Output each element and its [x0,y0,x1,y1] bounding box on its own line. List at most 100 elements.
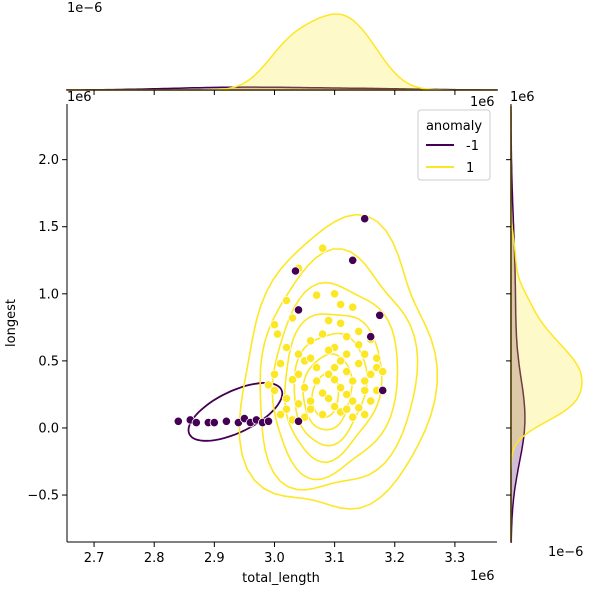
point-anomaly-pos-55 [317,388,328,398]
point-anomaly-pos-8 [293,349,304,359]
right-kde-anomaly-neg [510,106,526,543]
x-tick-label: 3.0 [264,551,285,566]
point-anomaly-pos-21 [323,369,334,379]
top-marginal-offset-label: 1e−6 [67,1,102,16]
point-anomaly-pos-10 [275,358,286,369]
y-axis-label: longest [4,299,19,347]
y-tick-label: 0.5 [38,354,59,369]
point-anomaly-pos-5 [269,320,280,330]
x-axis-label: total_length [242,571,320,586]
point-anomaly-pos-36 [348,302,358,312]
point-anomaly-pos-32 [342,332,352,342]
point-anomaly-pos-49 [299,383,310,393]
y-tick-label: 2.0 [38,153,59,168]
point-anomaly-pos-24 [342,389,352,399]
right-marginal-offset-label: 1e−6 [548,545,583,560]
point-anomaly-pos-48 [311,362,322,373]
point-anomaly-pos-41 [317,329,328,339]
y-tick-label: 0.0 [38,421,59,436]
point-anomaly-pos-42 [323,393,334,404]
contour-anomaly-neg [187,382,284,442]
point-anomaly-neg-17 [366,332,376,342]
axes: 2.7 2.8 2.9 3.0 3.1 3.2 3.3 −0.5 0.0 0.5 1.0 1.5 2.0 [27,90,511,566]
point-anomaly-pos-13 [269,385,280,395]
point-anomaly-pos-40 [305,336,316,346]
point-anomaly-pos-66 [281,404,292,414]
point-anomaly-pos-46 [366,396,376,406]
y-tick-label: −0.5 [27,489,59,504]
point-anomaly-pos-44 [348,412,358,422]
point-anomaly-pos-26 [354,403,364,413]
point-anomaly-pos-17 [317,409,328,420]
y-offset-label: 1e6 [67,90,92,105]
point-anomaly-pos-14 [281,393,292,404]
legend: anomaly -1 1 [417,109,491,181]
point-anomaly-pos-3 [311,290,322,300]
point-anomaly-pos-51 [342,366,352,377]
x-tick-label: 3.3 [445,551,466,566]
point-anomaly-pos-61 [329,401,340,412]
main-plot-area [173,213,438,510]
point-anomaly-pos-12 [263,380,274,390]
contour-anomaly-pos-1 [259,248,419,491]
point-anomaly-neg-12 [290,266,301,276]
point-anomaly-neg-11 [263,416,274,426]
point-anomaly-neg-16 [360,214,370,224]
point-anomaly-neg-14 [293,416,304,426]
legend-label-anomaly-pos: 1 [466,161,474,176]
point-anomaly-pos-53 [335,356,346,366]
point-anomaly-neg-18 [375,310,385,320]
legend-label-anomaly-neg: -1 [466,139,479,154]
x-tick-label: 3.1 [324,551,345,566]
point-anomaly-pos-45 [360,409,370,420]
point-anomaly-pos-69 [335,299,346,310]
point-anomaly-pos-30 [378,366,388,377]
point-anomaly-pos-4 [287,313,298,323]
top-marginal [66,13,498,91]
point-anomaly-pos-62 [342,404,352,414]
point-anomaly-pos-33 [354,326,364,336]
point-anomaly-pos-57 [354,340,364,350]
x-offset-label: 1e6 [470,569,495,584]
point-anomaly-neg-13 [293,305,304,315]
x-tick-label: 2.8 [144,551,165,566]
point-anomaly-pos-16 [305,404,316,414]
point-anomaly-neg-0 [173,416,183,426]
point-anomaly-pos-65 [372,353,382,363]
point-anomaly-pos-25 [348,396,358,406]
right-kde-anomaly-pos [510,106,583,542]
point-anomaly-pos-11 [269,369,280,379]
top-kde-anomaly-pos [67,13,497,91]
point-anomaly-pos-15 [293,399,304,409]
point-anomaly-pos-27 [360,376,370,386]
y-offset-label-right: 1e6 [510,90,535,105]
point-anomaly-pos-52 [354,358,364,369]
point-anomaly-pos-35 [323,315,334,326]
point-anomaly-pos-64 [360,385,370,395]
point-anomaly-pos-56 [305,396,316,406]
point-anomaly-pos-67 [275,409,286,420]
contour-anomaly-pos-0 [238,213,438,510]
x-offset-label-top: 1e6 [470,95,495,110]
point-anomaly-pos-6 [272,329,283,339]
point-anomaly-pos-68 [305,353,316,363]
point-anomaly-pos-63 [323,345,334,355]
point-anomaly-neg-5 [221,416,231,426]
point-anomaly-pos-34 [335,318,346,328]
point-anomaly-pos-59 [293,369,304,379]
point-anomaly-pos-20 [311,376,322,386]
point-anomaly-neg-2 [191,417,201,428]
point-anomaly-neg-4 [209,417,219,428]
point-anomaly-pos-22 [329,362,340,373]
point-anomaly-neg-15 [348,255,358,265]
point-anomaly-pos-54 [348,376,358,386]
point-anomaly-pos-37 [329,289,340,299]
point-anomaly-pos-2 [317,243,328,253]
x-tick-label: 3.2 [384,551,405,566]
point-anomaly-pos-38 [342,349,352,359]
point-anomaly-pos-39 [360,349,370,359]
contour-anomaly-pos-3 [284,313,383,464]
legend-title: anomaly [426,119,482,134]
right-marginal [510,104,583,543]
